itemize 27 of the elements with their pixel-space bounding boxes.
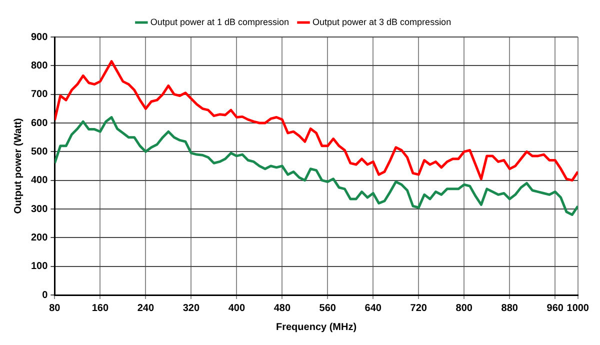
x-tick-label: 720 [410,302,428,314]
x-axis-title: Frequency (MHz) [276,322,357,333]
y-tick-label: 400 [30,175,48,186]
legend-label: Output power at 1 dB compression [150,16,290,27]
x-tick-label: 1000 [566,302,590,314]
y-axis-title: Output power (Watt) [12,118,24,214]
y-tick-label: 0 [42,290,48,301]
x-tick-label: 960 [546,302,564,314]
y-tick-label: 900 [30,32,48,43]
x-tick-label: 400 [228,302,246,314]
legend-label: Output power at 3 dB compression [312,16,452,27]
x-tick-label: 640 [364,302,382,314]
y-tick-label: 300 [30,204,48,215]
x-tick-label: 240 [137,302,154,314]
y-tick-label: 700 [30,89,48,100]
y-tick-label: 800 [30,60,48,72]
x-tick-label: 480 [274,302,291,314]
y-tick-label: 600 [30,118,48,129]
x-tick-label: 320 [182,302,200,314]
y-tick-label: 100 [30,261,48,272]
x-tick-label: 560 [319,302,336,314]
x-tick-label: 80 [49,302,61,314]
x-tick-label: 160 [92,302,109,314]
y-tick-label: 200 [30,232,48,244]
x-tick-label: 880 [501,302,518,314]
y-tick-label: 500 [30,146,48,158]
x-tick-label: 800 [456,302,473,314]
